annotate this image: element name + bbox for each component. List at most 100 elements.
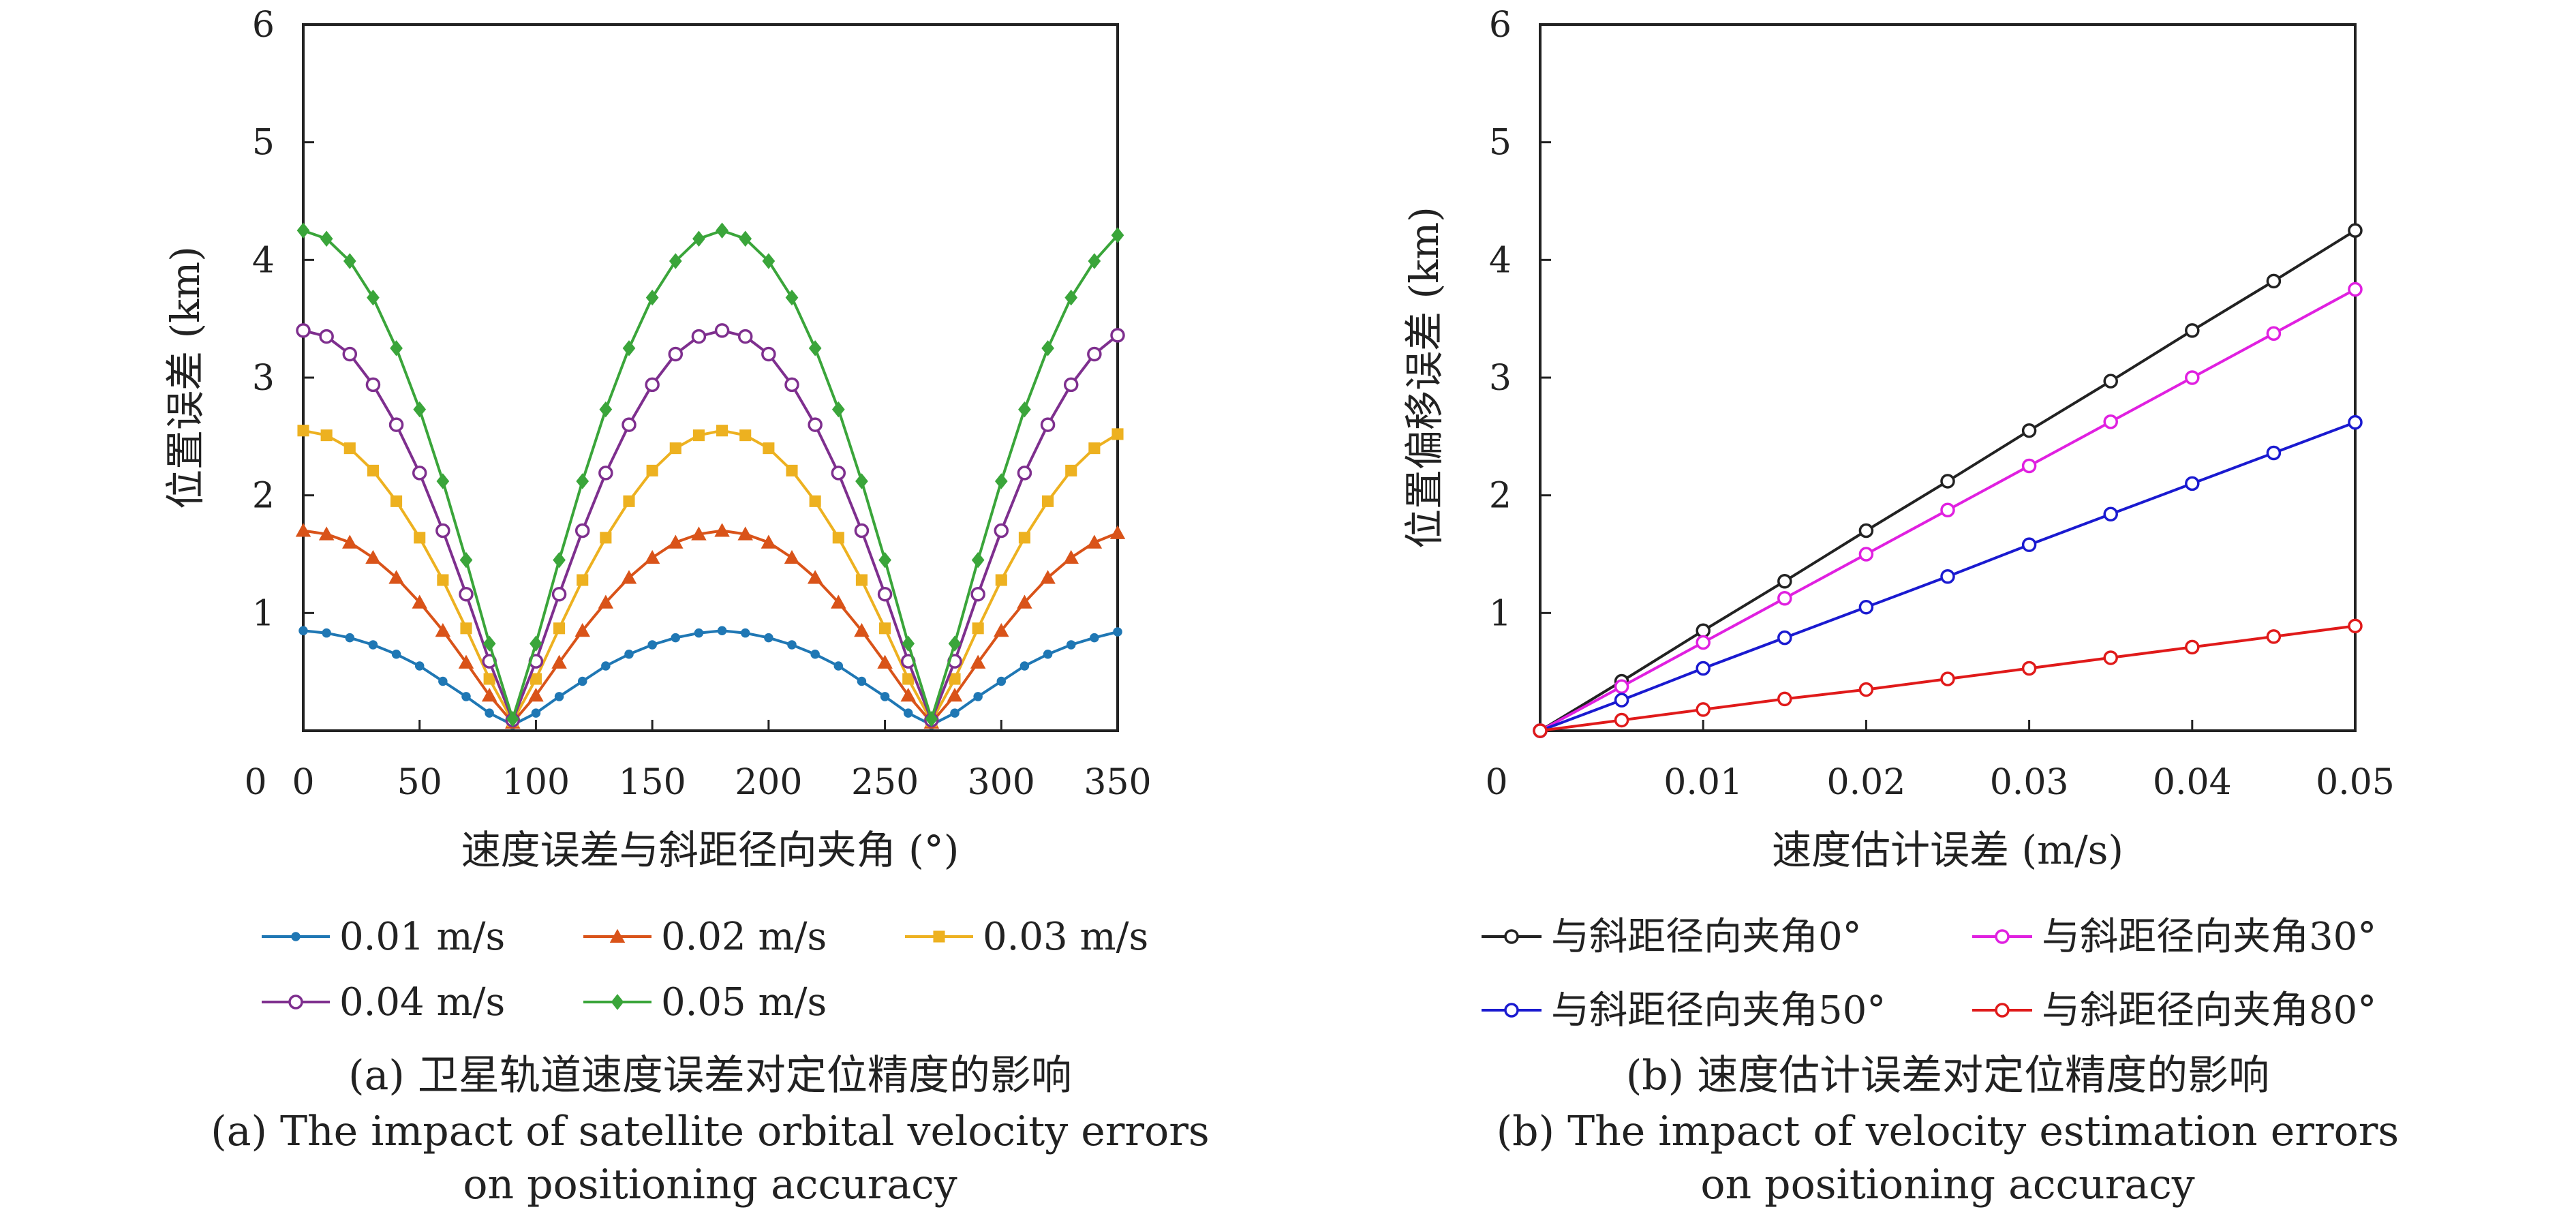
a-data-point [1110, 328, 1125, 343]
a-data-point [717, 626, 727, 635]
b-origin-label: 0 [1485, 762, 1507, 803]
a-data-point [995, 574, 1007, 586]
b-y-tick-label: 5 [1489, 123, 1512, 164]
a-data-point [855, 574, 868, 586]
a-legend-item: 0.03 m/s [905, 915, 1148, 959]
a-data-point [414, 661, 425, 671]
a-data-point [737, 329, 753, 344]
a-data-point [1040, 417, 1056, 432]
a-data-point [877, 654, 893, 669]
b-data-point [2348, 223, 2363, 238]
a-data-point [854, 622, 870, 637]
a-legend-label: 0.04 m/s [339, 980, 505, 1025]
a-data-point [740, 628, 750, 638]
a-legend-item: 0.04 m/s [262, 980, 505, 1025]
a-data-point [365, 377, 381, 393]
a-legend-swatch-marker [611, 994, 624, 1010]
a-data-point [787, 640, 797, 650]
a-data-point [322, 628, 331, 638]
a-x-tick-label: 300 [968, 762, 1035, 803]
a-data-point [739, 230, 752, 247]
a-data-point [343, 442, 356, 455]
a-data-point [624, 650, 634, 659]
a-data-point [1111, 428, 1124, 440]
a-data-point [948, 635, 962, 652]
b-x-tick-label: 0.01 [1663, 762, 1743, 803]
b-data-point [1777, 573, 1792, 589]
a-y-axis-label: 位置误差 (km) [162, 246, 209, 509]
a-legend-swatch-marker [291, 932, 301, 941]
a-data-point [295, 523, 311, 537]
a-data-point [412, 466, 427, 481]
b-y-tick-label: 3 [1489, 358, 1512, 399]
a-data-point [692, 429, 705, 442]
a-data-point [458, 654, 474, 669]
a-data-point [857, 676, 867, 686]
a-legend-label: 0.01 m/s [339, 915, 505, 959]
a-data-point [645, 289, 659, 306]
a-data-point [950, 708, 960, 718]
a-x-tick-label: 350 [1084, 762, 1151, 803]
b-data-point [1777, 630, 1792, 646]
a-data-point [669, 253, 682, 269]
plot-a-frame [302, 23, 1119, 732]
a-data-point [879, 622, 891, 635]
a-data-point [831, 594, 846, 609]
b-data-point [2103, 650, 2118, 665]
a-data-point [692, 230, 705, 247]
a-data-point [947, 687, 963, 702]
a-data-point [810, 650, 820, 659]
a-data-point [391, 650, 401, 659]
a-data-point [761, 534, 777, 549]
a-data-point [482, 635, 496, 652]
a-data-point [320, 429, 333, 442]
panel-a: 0 50 100 150 200 250 300 350 1 2 3 4 5 6 0 速度误差与斜距径向… [162, 5, 1210, 1209]
a-data-point [761, 346, 776, 362]
a-data-point [598, 594, 614, 609]
a-x-tick-label: 50 [397, 762, 442, 803]
b-x-tick-label: 0.05 [2316, 762, 2395, 803]
a-data-point [996, 676, 1007, 686]
a-data-point [319, 329, 334, 344]
b-legend-label: 与斜距径向夹角30° [2042, 915, 2376, 959]
a-data-point [1086, 534, 1103, 549]
a-data-point [553, 551, 566, 568]
a-legend-label: 0.03 m/s [983, 915, 1148, 959]
a-data-point [1017, 466, 1032, 481]
a-data-point [551, 586, 567, 602]
a-data-point [691, 526, 707, 541]
b-data-point [2103, 506, 2118, 522]
a-data-point [506, 711, 519, 727]
b-x-tick-label: 0.04 [2153, 762, 2232, 803]
a-data-point [622, 417, 637, 432]
a-data-point [601, 661, 611, 671]
a-data-point [459, 586, 474, 602]
a-data-point [367, 289, 380, 306]
a-data-point [413, 401, 427, 418]
a-x-tick-label: 250 [851, 762, 919, 803]
b-legend-swatch-marker [1995, 929, 2010, 944]
b-data-point [2348, 282, 2363, 297]
b-data-point [2021, 661, 2037, 676]
b-y-tick-label: 6 [1489, 5, 1512, 46]
a-y-tick-label: 1 [252, 593, 275, 634]
a-legend-swatch-marker [288, 995, 303, 1010]
a-data-point [460, 622, 472, 635]
a-y-tick-label: 2 [252, 476, 275, 517]
a-x-tick-label: 100 [502, 762, 570, 803]
a-data-point [832, 532, 844, 544]
a-data-point [669, 442, 681, 455]
a-data-point [668, 534, 684, 549]
a-data-point [390, 495, 403, 507]
a-legend-item: 0.01 m/s [262, 915, 505, 959]
a-data-point [318, 526, 335, 541]
a-data-point [1019, 661, 1030, 671]
b-data-point [2348, 414, 2363, 430]
b-data-point [2348, 618, 2363, 634]
a-x-axis-label: 速度误差与斜距径向夹角 (°) [461, 827, 960, 873]
b-data-point [2185, 639, 2200, 655]
b-legend-label: 与斜距径向夹角50° [1551, 988, 1886, 1033]
a-data-point [1040, 570, 1056, 584]
a-data-point [1018, 532, 1030, 544]
a-data-point [481, 687, 497, 702]
